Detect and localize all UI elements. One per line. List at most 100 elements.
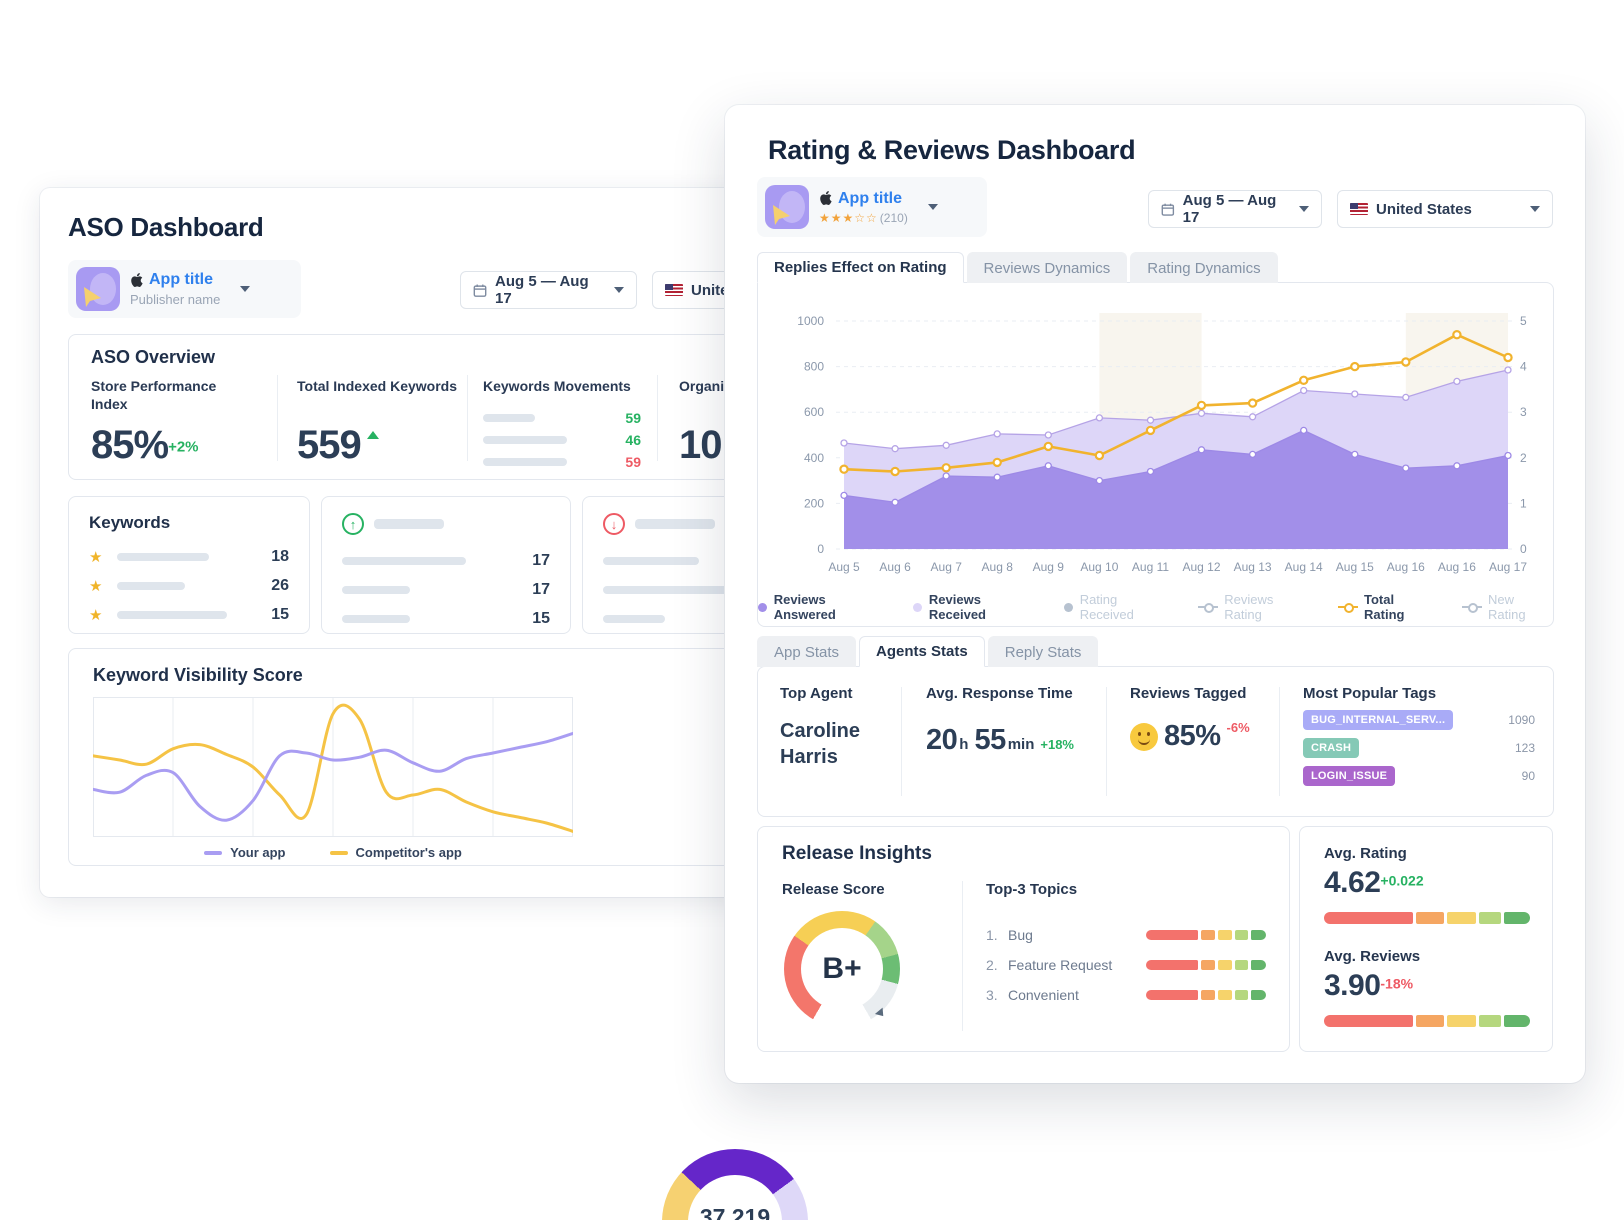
svg-text:1: 1	[1520, 496, 1527, 510]
chevron-down-icon	[927, 204, 938, 210]
tag-chip[interactable]: LOGIN_ISSUE	[1303, 766, 1396, 786]
legend-label: Competitor's app	[355, 845, 462, 860]
visibility-title: Keyword Visibility Score	[93, 665, 303, 685]
svg-text:600: 600	[804, 405, 824, 419]
release-score-gauge: B+	[784, 911, 900, 1027]
visibility-legend: Your app Competitor's app	[93, 845, 573, 860]
release-score-value: B+	[822, 952, 862, 985]
mover-value: 15	[532, 609, 550, 627]
stat-delta: -6%	[1226, 720, 1250, 735]
tab-reviews-dynamics[interactable]: Reviews Dynamics	[966, 252, 1128, 283]
placeholder-bar	[635, 519, 715, 529]
tag-row: CRASH 123	[1303, 738, 1535, 758]
legend-dot-marker	[758, 602, 767, 612]
legend-item[interactable]: Competitor's app	[329, 845, 462, 860]
rr-country-button[interactable]: United States	[1337, 190, 1553, 228]
svg-text:200: 200	[804, 496, 824, 510]
svg-text:Aug 12: Aug 12	[1182, 560, 1220, 574]
aso-app-selector[interactable]: App title Publisher name	[68, 260, 301, 318]
gauge-marker-icon	[874, 1007, 888, 1020]
svg-text:Aug 6: Aug 6	[879, 560, 911, 574]
legend-item-reviews-answered[interactable]: Reviews Answered	[758, 592, 887, 622]
avg-rating-label: Avg. Rating	[1324, 845, 1407, 862]
placeholder-bar	[483, 436, 567, 445]
tab-rating-dynamics[interactable]: Rating Dynamics	[1130, 252, 1278, 283]
rr-app-selector[interactable]: App title ★★★☆☆ (210)	[757, 177, 987, 237]
trend-up-icon	[366, 431, 379, 440]
legend-item-new-rating[interactable]: New Rating	[1461, 592, 1553, 622]
mover-row	[603, 578, 811, 601]
svg-text:Aug 17: Aug 17	[1489, 560, 1527, 574]
stat-delta: +18%	[1040, 737, 1074, 752]
mover-row	[603, 549, 811, 572]
placeholder-bar	[603, 585, 778, 594]
legend-item-reviews-received[interactable]: Reviews Received	[913, 592, 1038, 622]
avg-reviews-value: 3.90	[1324, 969, 1381, 1002]
legend-item-rating-received[interactable]: Rating Received	[1063, 592, 1172, 622]
replies-effect-chart-panel: 0 200 400 600 800 1000 0 1 2 3 4 5 Aug 5 Aug 6 Aug 7 Au…	[757, 282, 1554, 627]
legend-item[interactable]: Your app	[204, 845, 286, 860]
legend-label: Your app	[230, 845, 286, 860]
tab-replies-effect-on-rating[interactable]: Replies Effect on Rating	[757, 252, 964, 283]
visibility-line-chart[interactable]	[93, 697, 573, 837]
metric-label: Store Performance Index	[91, 378, 217, 413]
chevron-down-icon	[240, 286, 251, 292]
placeholder-bar	[117, 552, 209, 561]
tag-count: 90	[1521, 769, 1535, 783]
replies-effect-area-chart[interactable]: 0 200 400 600 800 1000 0 1 2 3 4 5 Aug 5 Aug 6 Aug 7 Au…	[758, 283, 1553, 583]
stat-reviews-tagged: Reviews Tagged 85% -6%	[1130, 685, 1260, 802]
visibility-donut-chart[interactable]: 37 219	[662, 1149, 808, 1220]
chevron-down-icon	[614, 287, 624, 293]
legend-item-total-rating[interactable]: Total Rating	[1337, 592, 1436, 622]
stat-label: Reviews Tagged	[1130, 685, 1247, 702]
main-chart-legend: Reviews Answered Reviews Received Rating…	[758, 588, 1553, 626]
metric-label: Keywords Movements	[483, 378, 631, 394]
publisher-name: Publisher name	[130, 292, 221, 307]
rr-date-range-button[interactable]: Aug 5 — Aug 17	[1148, 190, 1322, 228]
legend-dot-marker	[913, 602, 922, 612]
us-flag-icon	[665, 284, 683, 296]
tag-chip[interactable]: BUG_INTERNAL_SERV...	[1303, 710, 1454, 730]
svg-text:Aug 11: Aug 11	[1132, 560, 1169, 574]
topics-label: Top-3 Topics	[986, 881, 1078, 898]
placeholder-bar	[342, 585, 410, 594]
avg-reviews-label: Avg. Reviews	[1324, 948, 1421, 965]
mover-row: 15	[342, 607, 550, 630]
tab-app-stats[interactable]: App Stats	[757, 636, 857, 667]
svg-text:Aug 13: Aug 13	[1234, 560, 1272, 574]
arrow-down-circle-icon: ↓	[603, 513, 625, 535]
date-range-value: Aug 5 — Aug 17	[495, 273, 589, 307]
legend-label: Total Rating	[1364, 592, 1405, 622]
us-flag-icon	[1350, 203, 1368, 215]
svg-text:0: 0	[1520, 542, 1527, 556]
svg-text:Aug 15: Aug 15	[1336, 560, 1374, 574]
movers-up-card: ↑ 17 17 15	[321, 496, 571, 634]
release-insights-panel: Release Insights Release Score B+ Top-3 …	[757, 826, 1290, 1052]
hours-value: 20	[926, 724, 958, 756]
release-score-label: Release Score	[782, 881, 885, 898]
legend-item-reviews-rating[interactable]: Reviews Rating	[1197, 592, 1312, 622]
topic-score-bar	[1146, 990, 1267, 1000]
svg-text:Aug 14: Aug 14	[1285, 560, 1323, 574]
star-icon: ★	[89, 548, 103, 566]
mover-value: 17	[532, 580, 550, 598]
metric-store-performance: Store Performance Index 85%+2%	[91, 377, 261, 467]
aso-date-range-button[interactable]: Aug 5 — Aug 17	[460, 271, 637, 309]
topic-score-bar	[1146, 960, 1267, 970]
tag-chip[interactable]: CRASH	[1303, 738, 1360, 758]
svg-text:400: 400	[804, 451, 824, 465]
avg-rating-value: 4.62	[1324, 866, 1381, 899]
keyword-row: ★ 26	[89, 574, 289, 597]
calendar-icon	[1161, 203, 1175, 216]
smiley-face-icon	[1130, 722, 1158, 751]
tab-reply-stats[interactable]: Reply Stats	[987, 636, 1099, 667]
placeholder-bar	[117, 581, 185, 590]
stat-label: Most Popular Tags	[1303, 685, 1437, 702]
topic-rank: 3.	[986, 987, 998, 1003]
stat-response-time: Avg. Response Time 20 h 55 min +18%	[926, 685, 1098, 802]
svg-text:Aug 7: Aug 7	[931, 560, 963, 574]
metric-value: 85%	[91, 423, 169, 468]
keywords-card: Keywords ★ 18 ★ 26 ★ 15	[68, 496, 310, 634]
placeholder-bar	[603, 614, 665, 623]
tab-agents-stats[interactable]: Agents Stats	[859, 636, 985, 667]
